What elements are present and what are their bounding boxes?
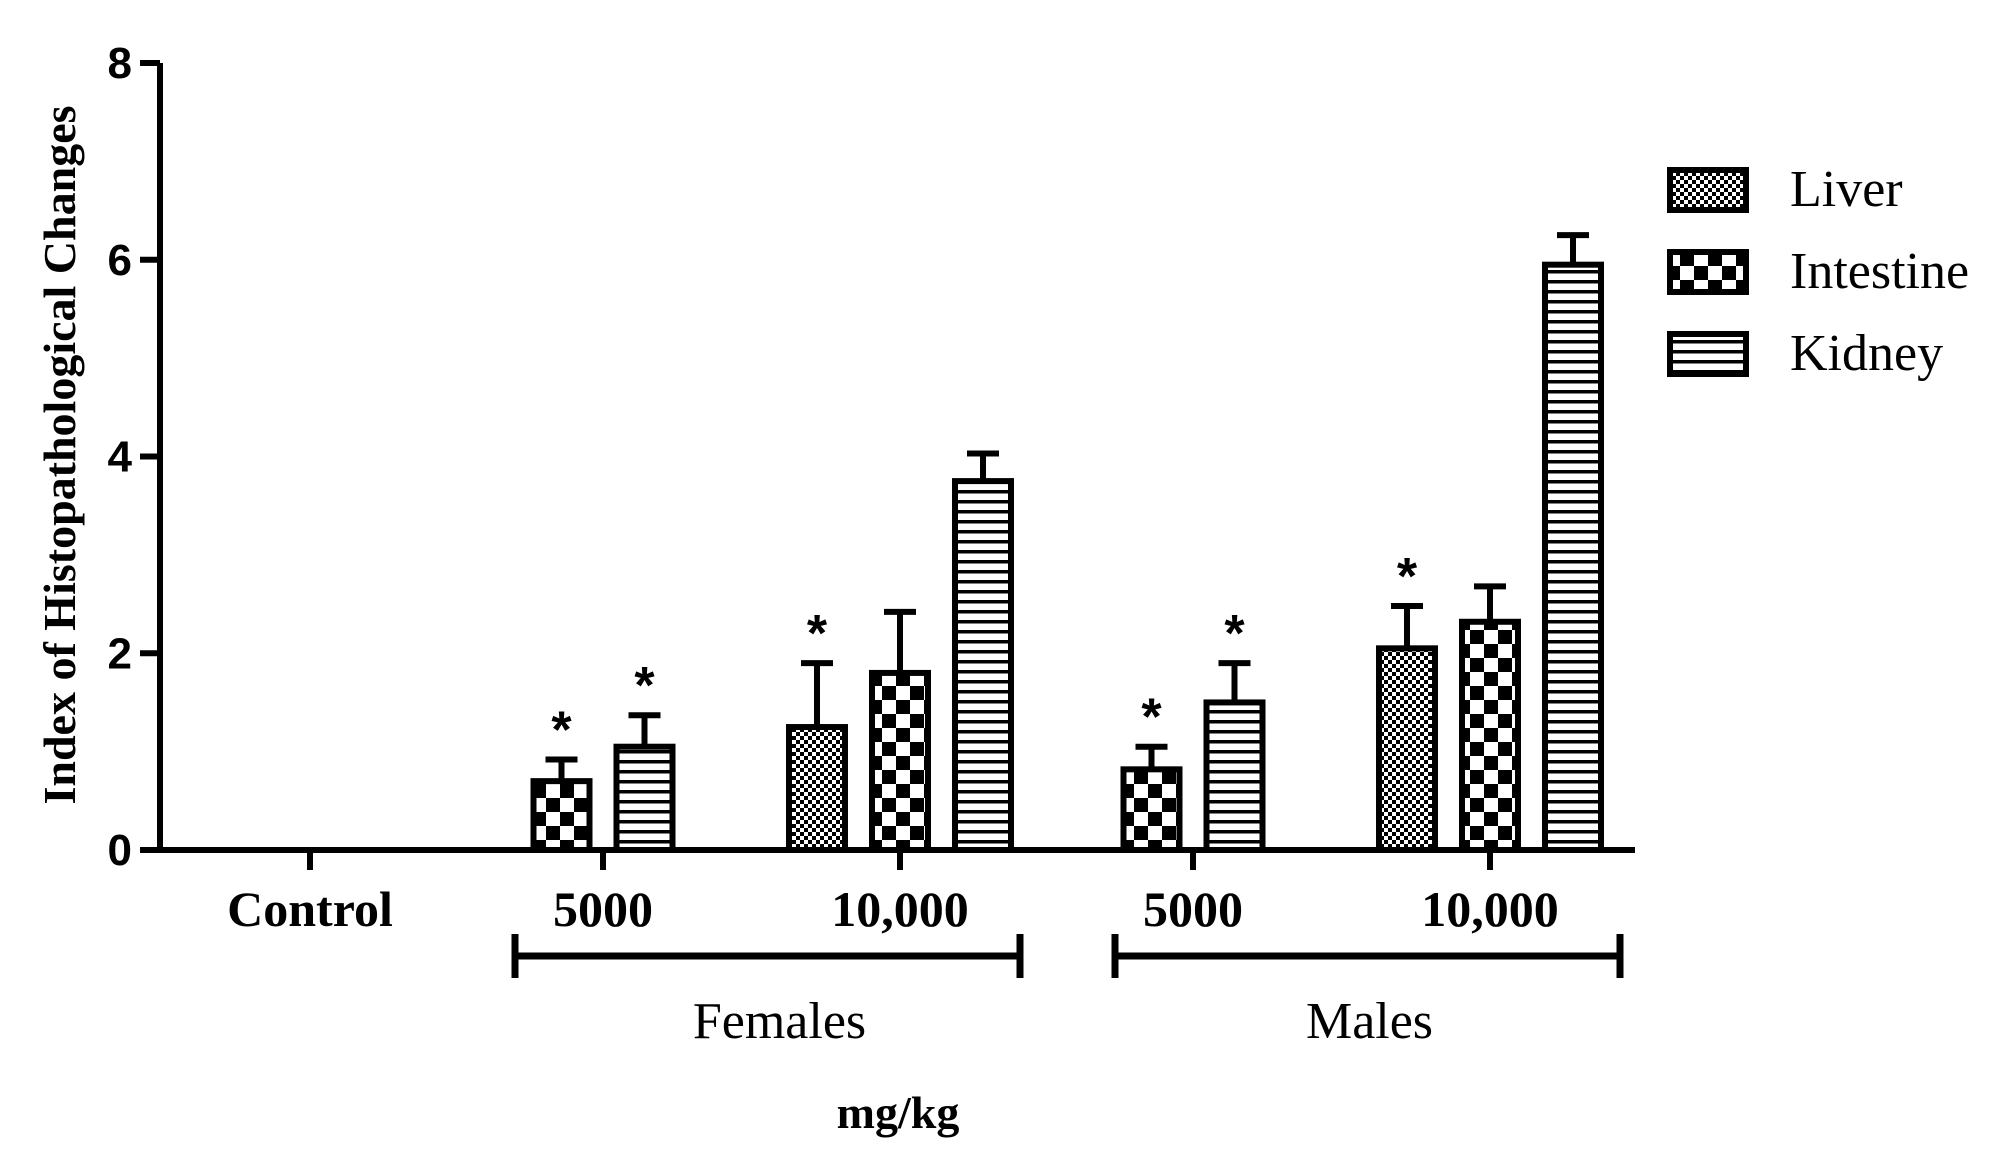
bar-kidney xyxy=(1203,699,1266,853)
x-tick-label: Control xyxy=(227,881,393,937)
significance-star: * xyxy=(807,605,828,663)
significance-star: * xyxy=(1224,605,1245,663)
x-tick-labels: Control 5000 10,000 5000 10,000 xyxy=(227,881,1559,937)
x-tick-label: 5000 xyxy=(553,881,653,937)
x-tick-label: 10,000 xyxy=(1421,881,1559,937)
bar-kidney xyxy=(613,743,676,853)
bar-kidney xyxy=(952,478,1014,853)
significance-star: * xyxy=(1397,548,1418,606)
legend-swatch-intestine xyxy=(1667,249,1749,295)
group-label: Males xyxy=(1306,993,1433,1050)
bar-intestine xyxy=(1120,766,1183,854)
y-tick-label: 8 xyxy=(108,39,132,88)
x-axis-label: mg/kg xyxy=(837,1087,960,1138)
legend-label-intestine: Intestine xyxy=(1790,243,1969,300)
x-tick-label: 10,000 xyxy=(831,881,969,937)
bar-intestine xyxy=(1459,618,1521,854)
group-label: Females xyxy=(693,993,866,1050)
significance-star: * xyxy=(551,701,572,759)
bar-intestine xyxy=(530,778,593,854)
y-tick-label: 6 xyxy=(108,236,132,285)
bar-liver xyxy=(1376,645,1438,853)
legend-label-liver: Liver xyxy=(1790,161,1903,218)
legend: Liver Intestine Kidney xyxy=(1667,161,1969,382)
significance-star: * xyxy=(1141,689,1162,747)
x-tick-label: 5000 xyxy=(1143,881,1243,937)
y-tick-label: 0 xyxy=(108,826,132,875)
y-tick-label: 4 xyxy=(108,433,133,482)
bar-intestine xyxy=(869,669,931,853)
significance-star: * xyxy=(634,657,655,715)
legend-label-kidney: Kidney xyxy=(1790,325,1943,382)
bars: * * * * * * xyxy=(530,232,1604,854)
y-tick-label: 2 xyxy=(108,629,132,678)
y-axis-label: Index of Histopathological Changes xyxy=(34,105,85,804)
group-brackets: Females Males xyxy=(511,934,1624,1050)
legend-swatch-kidney xyxy=(1667,331,1749,377)
legend-swatch-liver xyxy=(1667,167,1749,213)
bar-liver xyxy=(786,724,848,853)
bar-kidney xyxy=(1542,261,1604,853)
